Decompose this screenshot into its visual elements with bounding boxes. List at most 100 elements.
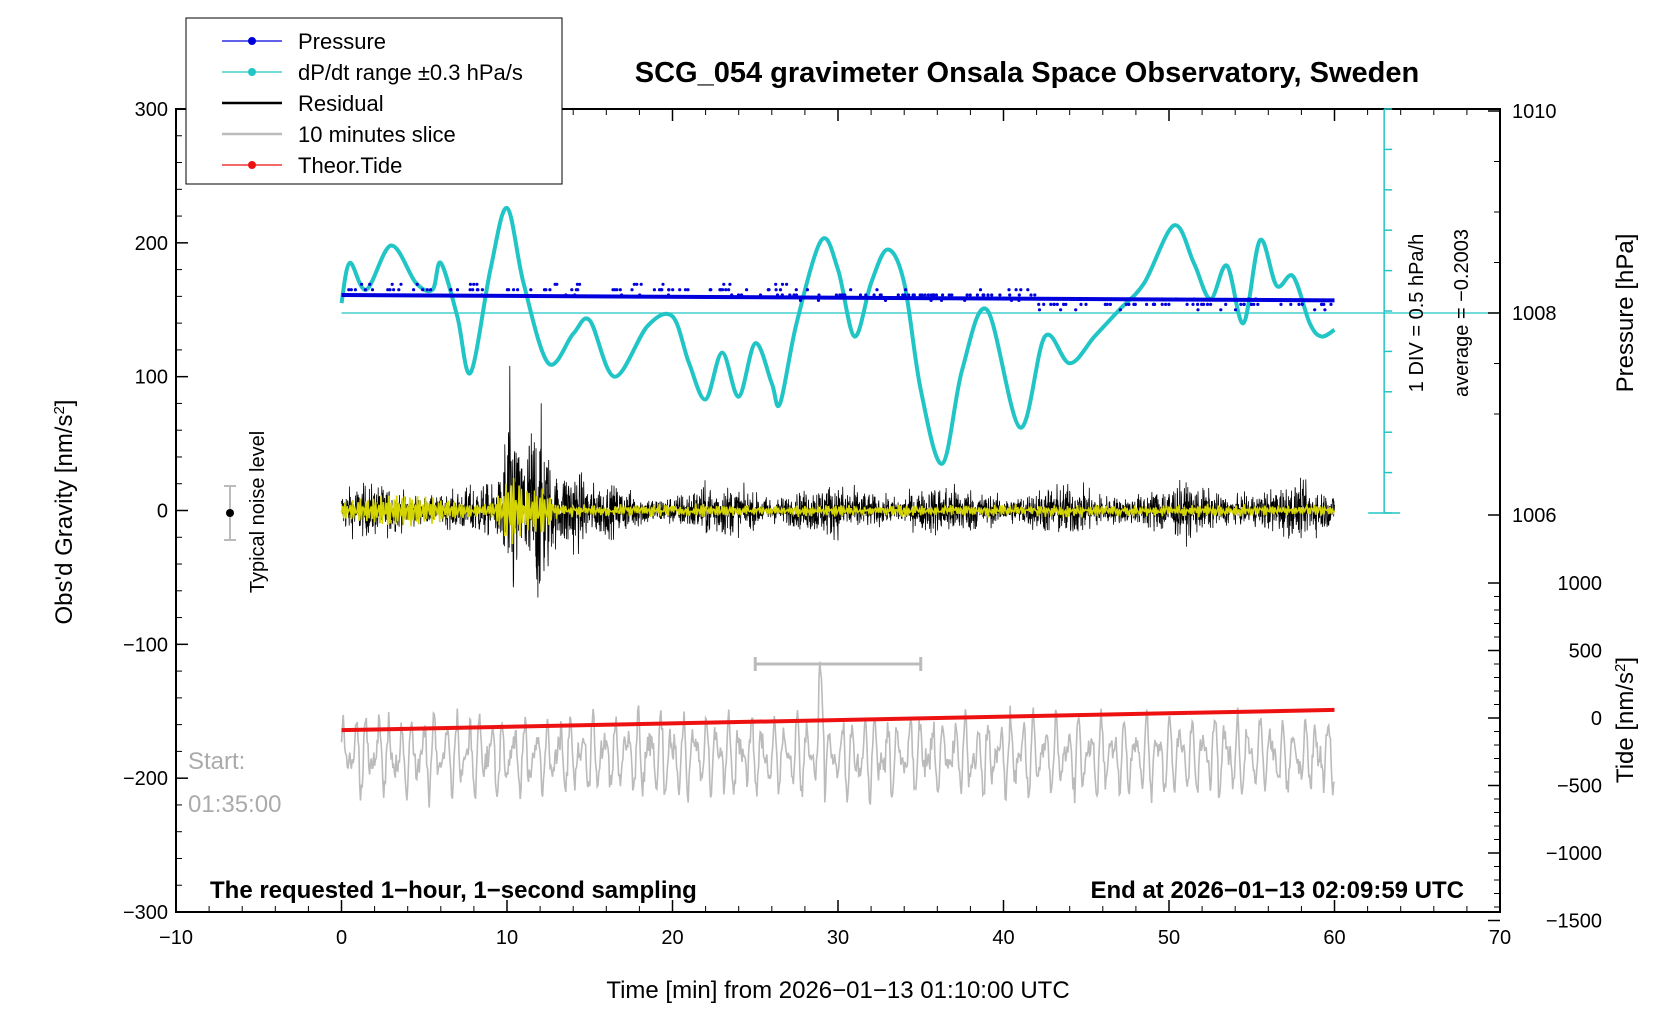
pressure-point xyxy=(1118,308,1122,312)
pressure-point xyxy=(1242,302,1246,306)
pressure-point xyxy=(1185,302,1189,306)
x-tick-label: 60 xyxy=(1323,927,1345,949)
pressure-point xyxy=(390,282,394,286)
slice-line xyxy=(340,661,1336,808)
tide-tick-label: 1000 xyxy=(1558,573,1603,595)
chart-title: SCG_054 gravimeter Onsala Space Observat… xyxy=(635,57,1419,89)
pressure-point xyxy=(912,293,916,297)
pressure-tick-label: 1006 xyxy=(1512,505,1557,527)
residual-filtered-line xyxy=(340,477,1336,545)
pressure-point xyxy=(774,282,778,286)
pressure-point xyxy=(412,288,416,292)
pressure-point xyxy=(758,293,763,297)
pressure-point xyxy=(998,293,1002,297)
pressure-point xyxy=(666,293,671,297)
pressure-point xyxy=(632,282,636,286)
tide-label-end: ] xyxy=(1612,657,1639,664)
pressure-point xyxy=(918,293,922,297)
pressure-point xyxy=(1233,308,1238,312)
tide-tick-label: −500 xyxy=(1557,776,1602,798)
pressure-point xyxy=(739,293,744,297)
pressure-point xyxy=(926,293,931,297)
pressure-point xyxy=(1125,297,1129,301)
dpdt-series-layer xyxy=(339,205,1336,466)
pressure-point xyxy=(1079,302,1083,306)
pressure-point xyxy=(883,298,888,302)
pressure-point xyxy=(1160,302,1164,306)
pressure-point xyxy=(349,288,353,292)
pressure-point xyxy=(1103,302,1107,306)
pressure-scale-note: 1 DIV = 0.5 hPa/h xyxy=(1406,234,1428,392)
pressure-point xyxy=(817,293,821,297)
pressure-point xyxy=(1323,308,1327,312)
pressure-point xyxy=(667,288,671,292)
average-note: average = −0.2003 xyxy=(1451,229,1473,397)
pressure-point xyxy=(1084,302,1088,306)
pressure-point xyxy=(878,293,882,297)
pressure-point xyxy=(472,282,476,286)
pressure-point xyxy=(416,293,420,297)
pressure-point xyxy=(639,282,643,286)
legend-marker xyxy=(248,37,256,45)
pressure-point xyxy=(1202,302,1206,306)
x-tick-label: 10 xyxy=(496,927,518,949)
pressure-point xyxy=(511,288,516,292)
legend-label: 10 minutes slice xyxy=(298,122,456,147)
pressure-point xyxy=(1320,302,1324,306)
pressure-point xyxy=(963,298,967,302)
pressure-point xyxy=(838,293,842,297)
dpdt-line xyxy=(339,205,1336,466)
pressure-point xyxy=(1037,302,1041,306)
tide-label-sup: 2 xyxy=(1612,664,1629,672)
pressure-point xyxy=(652,288,657,292)
pressure-point xyxy=(849,288,853,292)
tide-label-main: Tide [nm/s xyxy=(1612,672,1639,783)
y-left-tick-label: −200 xyxy=(123,768,168,790)
pressure-point xyxy=(794,293,799,297)
pressure-point xyxy=(798,298,803,302)
pressure-point xyxy=(449,288,453,292)
pressure-point xyxy=(630,288,634,292)
pressure-point xyxy=(1017,298,1021,302)
residual-series-layer xyxy=(340,365,1336,598)
legend-label: Residual xyxy=(298,91,384,116)
pressure-point xyxy=(1062,302,1066,306)
pressure-point xyxy=(1037,308,1042,312)
pressure-point xyxy=(635,282,639,286)
pressure-point xyxy=(1145,302,1149,306)
y-axis-label-left: Obs'd Gravity [nm/s2] xyxy=(51,400,79,625)
pressure-point xyxy=(553,282,557,286)
y-left-tick-label: 300 xyxy=(135,99,168,121)
pressure-point xyxy=(1313,308,1317,312)
theor-tide-line xyxy=(341,707,1335,733)
theor-tide-layer xyxy=(341,707,1335,733)
pressure-point xyxy=(392,288,396,292)
pressure-point xyxy=(1254,297,1258,301)
pressure-point xyxy=(1052,302,1056,306)
pressure-point xyxy=(386,288,390,292)
pressure-point xyxy=(475,288,479,292)
pressure-point xyxy=(1174,297,1178,301)
y-left-tick-label: 100 xyxy=(135,367,168,389)
pressure-point xyxy=(480,293,484,297)
x-tick-label: 20 xyxy=(661,927,683,949)
pressure-point xyxy=(1205,302,1210,306)
noise-label: Typical noise level xyxy=(247,431,269,593)
pressure-point xyxy=(947,293,951,297)
y-left-label-sup: 2 xyxy=(51,406,68,414)
pressure-point xyxy=(907,293,911,297)
x-tick-label: −10 xyxy=(159,927,193,949)
pressure-point xyxy=(1239,302,1243,306)
x-axis-ticks: −10 0 10 20 30 40 50 60 70 xyxy=(159,109,1511,949)
pressure-point xyxy=(785,282,789,286)
legend-label: dP/dt range ±0.3 hPa/s xyxy=(298,60,523,85)
pressure-point xyxy=(1029,293,1033,297)
pressure-point xyxy=(613,288,617,292)
pressure-point xyxy=(1155,297,1159,301)
pressure-point xyxy=(415,282,419,286)
pressure-point xyxy=(1059,308,1063,312)
pressure-point xyxy=(780,293,784,297)
pressure-point xyxy=(774,288,778,292)
pressure-point xyxy=(370,288,375,292)
pressure-point xyxy=(399,282,403,286)
